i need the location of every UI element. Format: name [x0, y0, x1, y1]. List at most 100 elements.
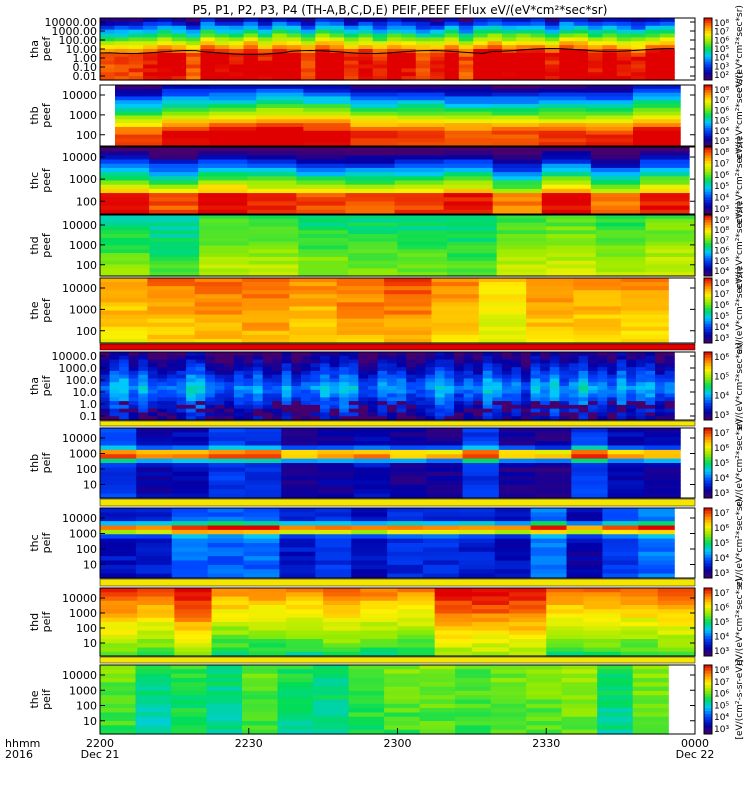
heatmap-cell: [425, 355, 436, 361]
heatmap-cell: [588, 401, 599, 406]
heatmap-cell: [243, 508, 281, 513]
heatmap-cell: [315, 25, 331, 31]
heatmap-cell: [199, 256, 250, 262]
heatmap-cell: [549, 412, 560, 417]
heatmap-cell: [300, 401, 312, 406]
heatmap-cell: [620, 609, 659, 615]
heatmap-cell: [561, 712, 598, 718]
heatmap-cell: [454, 393, 465, 398]
heatmap-cell: [490, 682, 527, 688]
colorbar-tick-label: 10⁷: [714, 96, 729, 106]
heatmap-cell: [633, 88, 681, 94]
heatmap-cell: [447, 237, 498, 243]
heatmap-cell: [128, 359, 139, 364]
colorbar-segment: [704, 624, 712, 629]
heatmap-cell: [444, 37, 460, 42]
heatmap-cell: [257, 29, 273, 35]
heatmap-cell: [401, 76, 417, 81]
heatmap-cell: [535, 489, 572, 495]
colorbar-segment: [704, 357, 712, 361]
heatmap-cell: [115, 92, 163, 98]
heatmap-cell: [638, 556, 675, 562]
heatmap-cell: [415, 29, 431, 35]
heatmap-cell: [458, 76, 474, 81]
heatmap-cell: [209, 119, 257, 124]
heatmap-cell: [559, 37, 575, 42]
colorbar-segment: [704, 633, 712, 637]
heatmap-cell: [214, 72, 230, 77]
colorbar-segment: [704, 641, 712, 646]
heatmap-cell: [664, 416, 675, 421]
heatmap-cell: [291, 378, 302, 383]
heatmap-cell: [387, 382, 398, 387]
heatmap-cell: [195, 382, 206, 387]
colorbar-segment: [704, 433, 712, 438]
heatmap-cell: [559, 21, 575, 27]
heatmap-cell: [348, 677, 385, 683]
heatmap-cell: [492, 209, 543, 215]
colorbar-tick-label: 10⁸: [714, 279, 729, 289]
heatmap-cell: [426, 454, 464, 460]
heatmap-cell: [224, 370, 235, 376]
heatmap-cell: [147, 338, 196, 344]
heatmap-cell: [482, 389, 493, 395]
heatmap-cell: [425, 386, 436, 391]
heatmap-cell: [320, 378, 331, 383]
heatmap-cell: [566, 538, 604, 544]
heatmap-cell: [336, 298, 385, 303]
heatmap-cell: [473, 76, 489, 81]
heatmap-cell: [100, 180, 150, 186]
heatmap-cell: [631, 37, 647, 42]
heatmap-cell: [473, 386, 484, 391]
heatmap-cell: [559, 18, 575, 23]
heatmap-cell: [394, 188, 445, 194]
heatmap-cell: [607, 489, 645, 495]
heatmap-cell: [358, 45, 374, 50]
heatmap-cell: [211, 634, 250, 640]
y-tick-label: 100: [76, 259, 97, 272]
heatmap-cell: [195, 401, 206, 406]
heatmap-cell: [454, 408, 465, 414]
colorbar-segment: [704, 403, 712, 407]
heatmap-cell: [243, 397, 254, 402]
heatmap-cell: [100, 21, 115, 27]
heatmap-cell: [257, 72, 273, 77]
heatmap-cell: [633, 130, 681, 136]
heatmap-cell: [434, 367, 446, 372]
heatmap-cell: [597, 397, 608, 402]
heatmap-cell: [631, 72, 647, 77]
heatmap-cell: [390, 454, 427, 460]
heatmap-cell: [208, 449, 246, 455]
heatmap-cell: [588, 72, 603, 77]
heatmap-cell: [281, 432, 319, 438]
colorbar-segment: [704, 166, 712, 170]
colorbar-segment: [704, 572, 712, 576]
heatmap-cell: [317, 445, 355, 451]
heatmap-cell: [635, 355, 647, 361]
heatmap-cell: [157, 52, 173, 58]
heatmap-cell: [171, 543, 209, 548]
heatmap-cell: [285, 643, 324, 649]
heatmap-cell: [149, 180, 199, 186]
heatmap-cell: [454, 401, 465, 406]
heatmap-cell: [257, 18, 273, 23]
heatmap-cell: [243, 556, 281, 562]
heatmap-cell: [473, 68, 489, 73]
heatmap-cell: [147, 401, 159, 406]
heatmap-cell: [136, 454, 174, 460]
colorbar-segment: [704, 255, 712, 259]
colorbar-segment: [704, 463, 712, 467]
heatmap-cell: [425, 382, 436, 387]
heatmap-cell: [492, 393, 503, 398]
heatmap-cell: [659, 72, 675, 77]
heatmap-cell: [186, 367, 197, 372]
heatmap-cell: [620, 592, 659, 598]
heatmap-cell: [471, 622, 510, 627]
heatmap-cell: [209, 142, 257, 147]
heatmap-cell: [546, 234, 597, 239]
heatmap-cell: [530, 556, 568, 562]
heatmap-cell: [100, 484, 137, 490]
heatmap-cell: [444, 386, 455, 391]
heatmap-cell: [253, 374, 264, 380]
heatmap-cell: [541, 172, 592, 177]
